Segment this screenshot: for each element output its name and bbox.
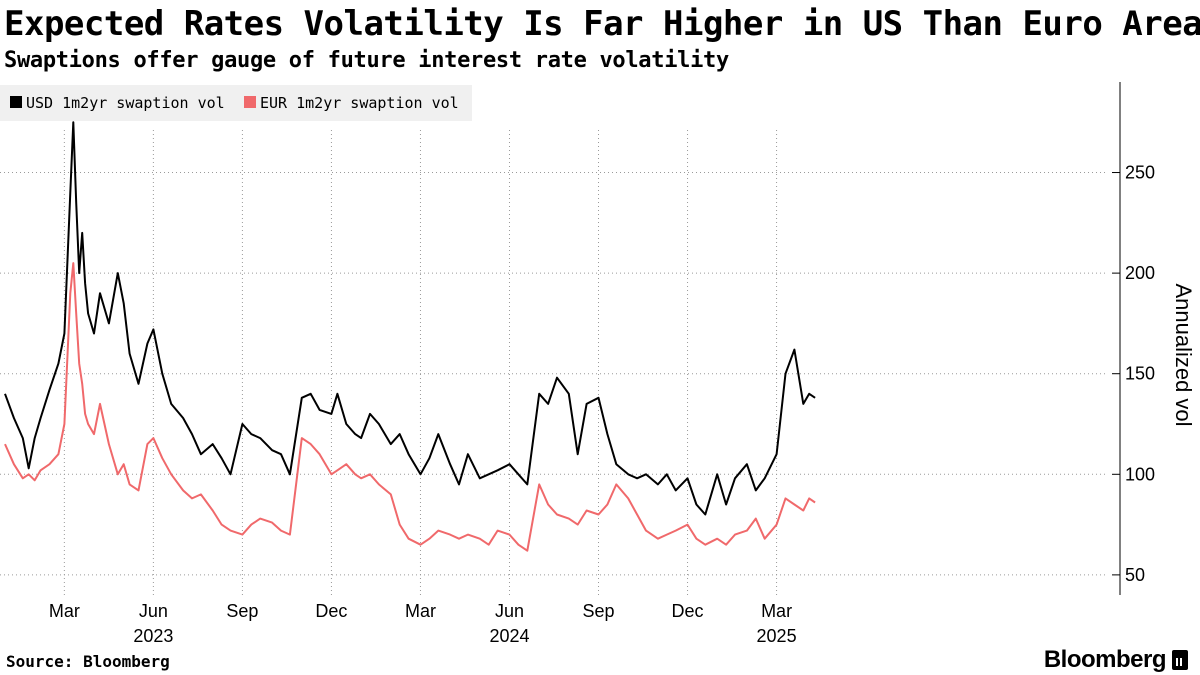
legend-background bbox=[0, 85, 472, 121]
series-line-usd bbox=[4, 121, 816, 516]
series-line-eur bbox=[4, 262, 816, 552]
legend-label-eur: EUR 1m2yr swaption vol bbox=[260, 94, 459, 112]
y-tick-label: 200 bbox=[1125, 263, 1155, 283]
x-year-label: 2025 bbox=[757, 626, 797, 646]
x-tick-label: Mar bbox=[405, 601, 436, 621]
x-tick-label: Jun bbox=[495, 601, 524, 621]
x-tick-label: Jun bbox=[139, 601, 168, 621]
legend: USD 1m2yr swaption vol EUR 1m2yr swaptio… bbox=[0, 85, 472, 121]
series-layer bbox=[4, 121, 816, 552]
chart-subtitle: Swaptions offer gauge of future interest… bbox=[4, 48, 729, 73]
x-year-label: 2024 bbox=[489, 626, 529, 646]
legend-swatch-usd bbox=[10, 96, 22, 108]
y-tick-label: 50 bbox=[1125, 565, 1145, 585]
y-tick-label: 150 bbox=[1125, 364, 1155, 384]
x-tick-label: Sep bbox=[582, 601, 614, 621]
x-tick-label: Dec bbox=[315, 601, 347, 621]
x-tick-label: Mar bbox=[49, 601, 80, 621]
bloomberg-terminal-icon bbox=[1172, 650, 1188, 670]
x-tick-label: Mar bbox=[761, 601, 792, 621]
x-tick-label: Dec bbox=[672, 601, 704, 621]
legend-swatch-eur bbox=[244, 96, 256, 108]
y-axis-title: Annualized vol bbox=[1171, 283, 1196, 426]
y-tick-label: 250 bbox=[1125, 163, 1155, 183]
axis-layer: 50 100 150 200 250 Mar Jun Sep Dec Mar Jun Sep Dec Ma… bbox=[49, 82, 1155, 646]
source-note: Source: Bloomberg bbox=[6, 652, 170, 671]
x-year-label: 2023 bbox=[133, 626, 173, 646]
grid-layer bbox=[0, 130, 1105, 595]
chart-title: Expected Rates Volatility Is Far Higher … bbox=[4, 4, 1200, 44]
brand-name: Bloomberg bbox=[1043, 646, 1167, 673]
legend-label-usd: USD 1m2yr swaption vol bbox=[26, 94, 225, 112]
y-tick-label: 100 bbox=[1125, 464, 1155, 484]
x-tick-label: Sep bbox=[226, 601, 258, 621]
bloomberg-logo: Bloomberg bbox=[1044, 646, 1188, 674]
